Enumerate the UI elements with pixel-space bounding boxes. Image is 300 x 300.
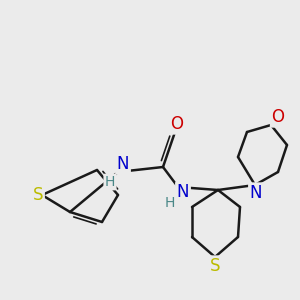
Text: H: H xyxy=(165,196,175,210)
Text: N: N xyxy=(117,155,129,173)
Text: S: S xyxy=(33,186,43,204)
Text: H: H xyxy=(105,175,115,189)
Text: O: O xyxy=(170,115,184,133)
Text: N: N xyxy=(177,183,189,201)
Text: O: O xyxy=(272,108,284,126)
Text: N: N xyxy=(250,184,262,202)
Text: S: S xyxy=(210,257,220,275)
